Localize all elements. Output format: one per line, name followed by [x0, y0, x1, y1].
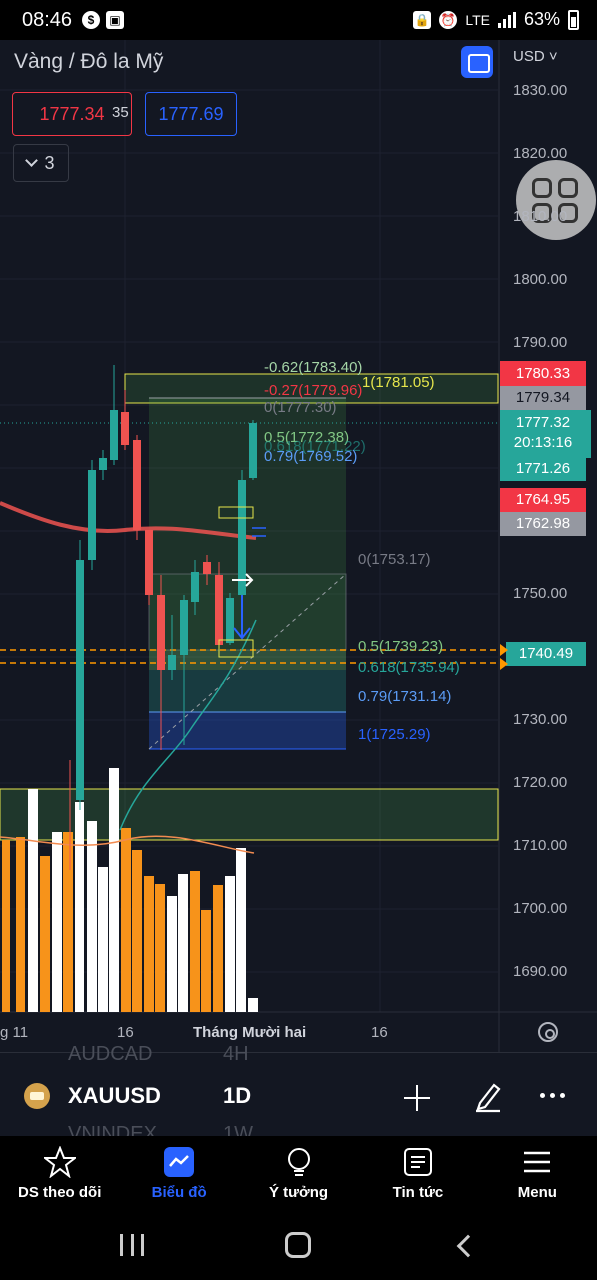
status-bar: 08:46 $ ▣ 🔒 ⏰ LTE 63% — [0, 0, 597, 40]
fullscreen-icon[interactable] — [461, 46, 493, 78]
battery-percent: 63% — [523, 9, 560, 29]
volume-bars — [2, 768, 258, 1012]
price-tick: 1690.00 — [513, 963, 568, 980]
candles — [69, 365, 257, 870]
nav-chart-label: Biểu đồ — [151, 1184, 207, 1201]
time-tick: 16 — [371, 1024, 388, 1041]
chart-symbol-title[interactable]: Vàng / Đô la Mỹ — [14, 50, 164, 73]
network-type: LTE — [465, 11, 490, 28]
lock-icon: 🔒 — [413, 10, 432, 29]
time-tick: g 11 — [0, 1024, 29, 1041]
nav-ideas[interactable]: Ý tưởng — [239, 1136, 358, 1212]
spread-value: 35 — [112, 104, 129, 121]
add-icon[interactable] — [404, 1085, 430, 1111]
fib-level-label: 0.79(1769.52) — [264, 448, 358, 465]
price-tick: 1710.00 — [513, 837, 568, 854]
star-icon — [43, 1146, 76, 1178]
indicators-toggle-button[interactable]: 3 — [13, 144, 69, 182]
status-time: 08:46 — [22, 9, 73, 31]
price-tick: 1830.00 — [513, 82, 568, 99]
price-tick: 1750.00 — [513, 585, 568, 602]
hamburger-icon — [524, 1151, 551, 1173]
chart-canvas[interactable] — [0, 40, 597, 1052]
floating-menu-button[interactable] — [516, 160, 596, 240]
lightbulb-icon — [287, 1148, 310, 1176]
price-tag: 1762.98 — [515, 515, 571, 532]
alarm-icon: ⏰ — [439, 10, 458, 29]
status-right: 🔒 ⏰ LTE 63% — [413, 9, 579, 30]
nav-menu[interactable]: Menu — [478, 1136, 597, 1212]
status-notification-icons: $ ▣ — [82, 11, 124, 29]
nav-menu-label: Menu — [517, 1184, 557, 1201]
more-icon[interactable] — [540, 1093, 565, 1098]
gear-icon[interactable] — [538, 1022, 558, 1042]
symbol-toolbar: AUDCAD 4H XAUUSD 1D VNINDEX 1W — [0, 1043, 597, 1145]
timeframe-selector[interactable]: 1D — [223, 1083, 252, 1108]
price-tick: 1820.00 — [513, 145, 568, 162]
last-price-tag: 1777.32 — [515, 414, 571, 431]
time-tick: 16 — [117, 1024, 134, 1041]
fib-level-label: 1(1781.05) — [362, 374, 435, 391]
fib-level-label: 0.5(1739.23) — [358, 638, 444, 655]
gold-icon — [24, 1083, 50, 1109]
fib-level-label: -0.62(1783.40) — [264, 359, 363, 376]
home-icon[interactable] — [285, 1232, 311, 1258]
battery-icon — [568, 9, 579, 30]
price-tick: 1720.00 — [513, 774, 568, 791]
gallery-icon: ▣ — [106, 11, 124, 29]
back-icon[interactable] — [456, 1234, 480, 1258]
fib-level-label: 0(1753.17) — [358, 551, 431, 568]
fib-level-label: 0.79(1731.14) — [358, 688, 452, 705]
grid-icon — [532, 178, 552, 198]
buy-price-button[interactable]: 1777.69 — [145, 92, 237, 136]
time-tick: Tháng Mười hai — [193, 1024, 307, 1041]
chart-area[interactable]: Vàng / Đô la Mỹ USD ˅ 1777.34 35 1777.69… — [0, 40, 597, 1052]
grid-icon — [558, 203, 578, 223]
price-tag: 1779.34 — [515, 389, 571, 406]
nav-ideas-label: Ý tưởng — [269, 1184, 329, 1201]
price-tick: 1800.00 — [513, 271, 568, 288]
prev-symbol-ghost: AUDCAD — [68, 1043, 153, 1065]
currency-selector[interactable]: USD ˅ — [513, 48, 558, 65]
recent-apps-icon[interactable] — [120, 1234, 144, 1256]
price-tag: 1771.26 — [515, 460, 571, 477]
nav-news-label: Tin tức — [392, 1184, 444, 1201]
system-nav-bar — [0, 1212, 597, 1280]
nav-chart[interactable]: Biểu đồ — [119, 1136, 238, 1212]
price-tick: 1730.00 — [513, 711, 568, 728]
news-icon — [403, 1148, 432, 1176]
fib-level-label: -0.27(1779.96) — [264, 382, 363, 399]
sell-price-button[interactable]: 1777.34 — [12, 92, 132, 136]
bottom-nav: DS theo dõi Biểu đồ Ý tưởng Tin tức Menu — [0, 1136, 597, 1212]
price-tick: 1790.00 — [513, 334, 568, 351]
fib-level-label: 0(1777.30) — [264, 399, 337, 416]
grid-icon — [532, 203, 552, 223]
nav-news[interactable]: Tin tức — [358, 1136, 477, 1212]
indicator-count: 3 — [44, 152, 55, 173]
price-tag: 1780.33 — [515, 365, 571, 382]
chevron-down-icon — [25, 154, 39, 167]
alert-price-tag: 1740.49 — [518, 645, 574, 662]
fib-level-label: 0.5(1772.38) — [264, 429, 350, 446]
fib-level-label: 0.618(1735.94) — [358, 659, 460, 676]
signal-icon — [497, 11, 516, 28]
nav-watchlist[interactable]: DS theo dõi — [0, 1136, 119, 1212]
bar-countdown: 20:13:16 — [513, 434, 573, 451]
fib-level-label: 1(1725.29) — [358, 726, 431, 743]
chart-icon — [164, 1147, 195, 1177]
pen-icon[interactable] — [474, 1079, 502, 1113]
nav-watchlist-label: DS theo dõi — [18, 1184, 102, 1201]
dollar-icon: $ — [82, 11, 100, 29]
price-tag: 1764.95 — [515, 491, 571, 508]
grid-icon — [558, 178, 578, 198]
price-tick: 1810.00 — [513, 208, 568, 225]
fib-level-label: 0.618(1771.22) — [264, 438, 366, 455]
prev-timeframe-ghost: 4H — [223, 1043, 249, 1065]
symbol-selector[interactable]: XAUUSD — [68, 1083, 161, 1108]
price-tick: 1700.00 — [513, 900, 568, 917]
